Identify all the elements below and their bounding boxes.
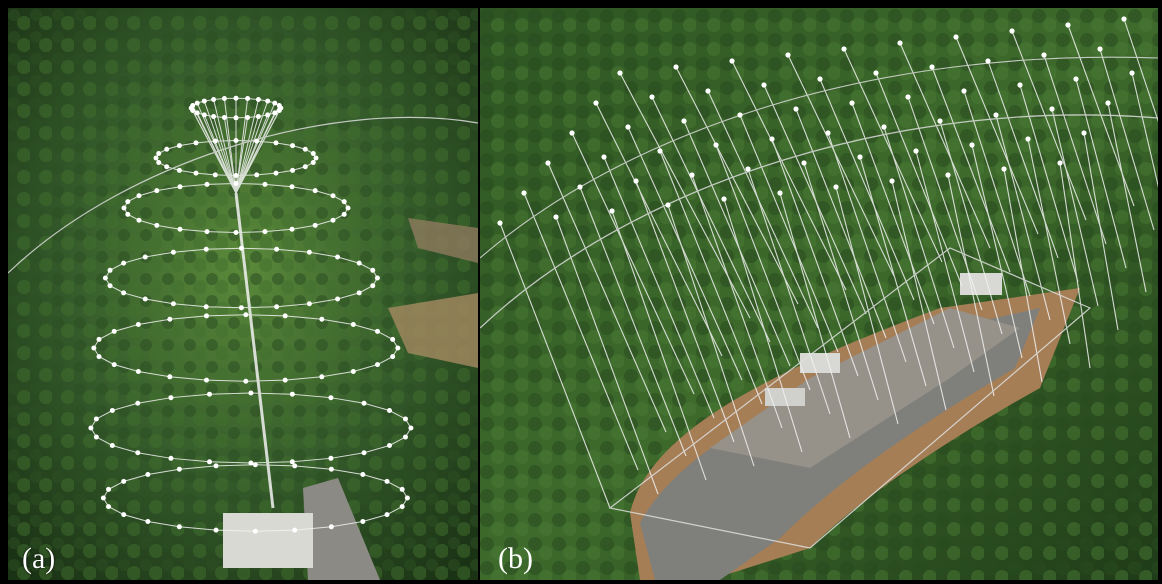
radial-antenna-array-icon: (a) (8, 8, 478, 580)
panel-a: (a) (8, 8, 478, 580)
panel-label: (b) (498, 542, 533, 575)
grid-antenna-array-icon: (b) (480, 8, 1158, 580)
panel-label: (a) (22, 542, 55, 575)
panel-b: (b) (480, 8, 1158, 580)
